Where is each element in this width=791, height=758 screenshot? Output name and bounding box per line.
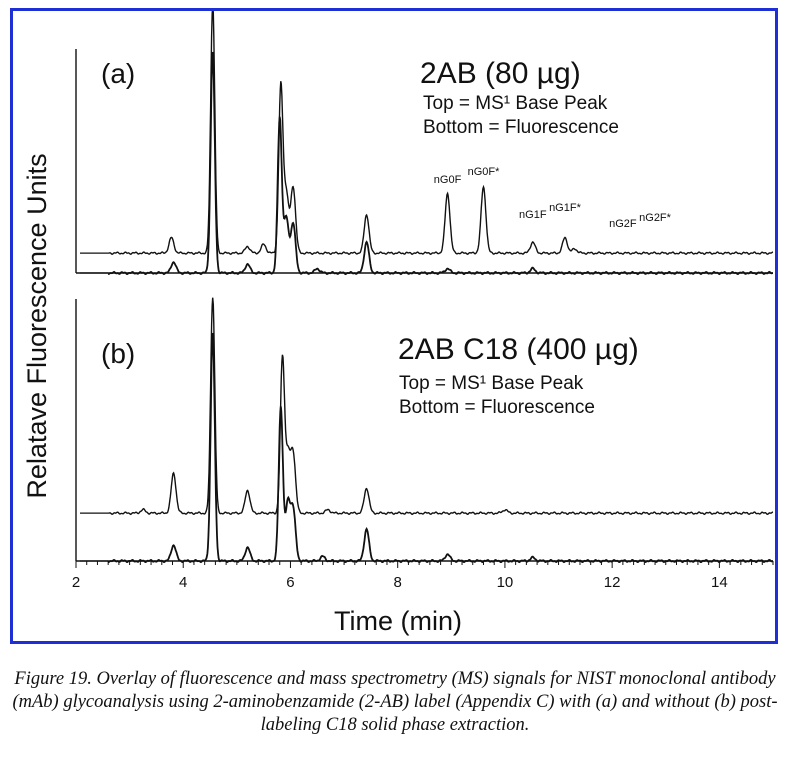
x-tick-label: 8 — [394, 574, 402, 591]
x-tick-label: 14 — [711, 574, 728, 591]
peak-label: nG2F* — [639, 212, 672, 224]
figure-frame: 2 4 6 8 10 12 14 Relatave Fluorescence Units T… — [10, 8, 778, 644]
panel-a-label: (a) — [101, 58, 135, 89]
x-axis-label: Time (min) — [334, 606, 462, 636]
figure-caption: Figure 19. Overlay of fluorescence and m… — [12, 669, 778, 735]
peak-label: nG0F — [434, 174, 462, 186]
series-line-panel-a-bottom — [107, 51, 773, 276]
peak-label: nG1F — [519, 209, 547, 221]
series-layer — [80, 11, 774, 564]
panel-a-subtitle-2: Bottom = Fluorescence — [423, 117, 619, 138]
peak-label: nG1F* — [549, 202, 582, 214]
x-tick-label: 10 — [497, 574, 514, 591]
peak-label: nG0F* — [468, 166, 501, 178]
x-tick-label: 12 — [604, 574, 621, 591]
panel-a-title: 2AB (80 µg) — [420, 57, 581, 90]
chromatogram-chart: 2 4 6 8 10 12 14 Relatave Fluorescence Units T… — [22, 11, 774, 636]
x-tick-label: 6 — [286, 574, 294, 591]
series-line-panel-b-bottom — [107, 332, 773, 564]
panel-b-subtitle-1: Top = MS¹ Base Peak — [399, 373, 584, 394]
panel-b-label: (b) — [101, 338, 135, 369]
panel-b-subtitle-2: Bottom = Fluorescence — [399, 397, 595, 418]
panel-a-subtitle-1: Top = MS¹ Base Peak — [423, 93, 608, 114]
y-axis-label: Relatave Fluorescence Units — [22, 153, 52, 498]
x-tick-group: 2 4 6 8 10 12 14 — [72, 561, 774, 591]
x-tick-label: 4 — [179, 574, 187, 591]
series-line-panel-a-top — [107, 11, 774, 255]
x-tick-label: 2 — [72, 574, 80, 591]
peak-label: nG2F — [609, 218, 637, 230]
series-line-panel-b-top — [107, 297, 774, 516]
panel-b-title: 2AB C18 (400 µg) — [398, 333, 639, 366]
